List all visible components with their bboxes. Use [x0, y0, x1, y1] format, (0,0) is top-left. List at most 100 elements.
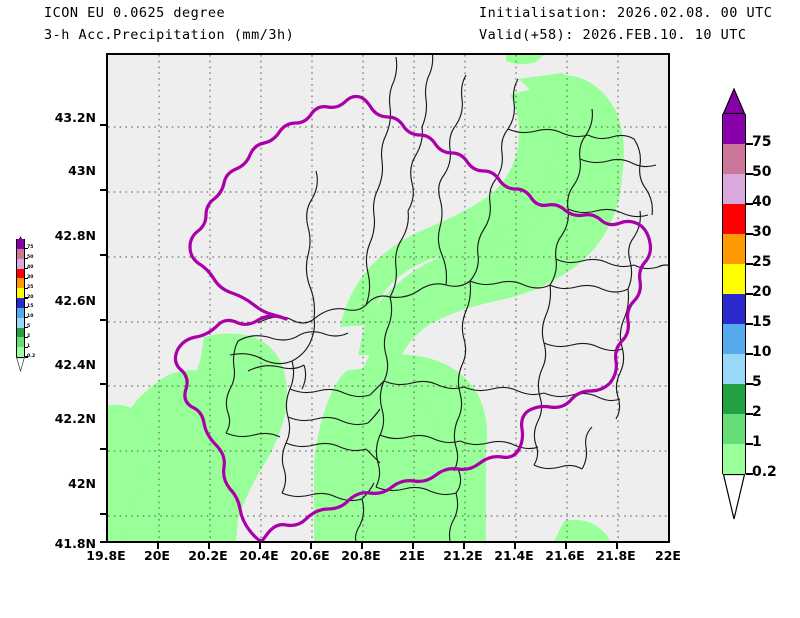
colorbar-tick: [746, 202, 753, 206]
gridlines: [108, 55, 668, 541]
colorbar-band-75: [16, 239, 25, 250]
colorbar-label-20: 20: [27, 294, 34, 300]
colorbar-tick: [746, 262, 753, 266]
colorbar-band-25: [16, 278, 25, 289]
colorbar-tick: [25, 346, 28, 348]
colorbar-band-15: [16, 298, 25, 309]
y-axis-label-42n: 42N: [68, 476, 96, 491]
colorbar-label-2: 2: [752, 404, 762, 420]
colorbar-label-75: 75: [752, 134, 772, 150]
colorbar-label-5: 5: [752, 374, 762, 390]
y-tick: [100, 189, 106, 191]
colorbar-band-1: [16, 337, 25, 348]
colorbar-tick: [25, 248, 28, 250]
colorbar-label-15: 15: [27, 304, 34, 310]
colorbar-under-arrow: [722, 473, 746, 520]
x-axis-label-20-8e: 20.8E: [341, 548, 381, 563]
colorbar-tick: [746, 232, 753, 236]
x-tick: [616, 543, 618, 549]
colorbar-band-10: [16, 307, 25, 319]
x-axis-label-19-8e: 19.8E: [86, 548, 126, 563]
colorbar-label-1: 1: [752, 434, 762, 450]
x-tick: [361, 543, 363, 549]
colorbar-label-30: 30: [752, 224, 772, 240]
y-axis-label-41-8n: 41.8N: [54, 536, 96, 551]
x-tick: [208, 543, 210, 549]
colorbar-tick: [746, 472, 753, 476]
colorbar-band-20: [722, 264, 746, 295]
colorbar-label-40: 40: [27, 265, 34, 270]
colorbar-tick: [25, 277, 28, 279]
colorbar-tick: [746, 172, 753, 176]
colorbar-tick: [25, 356, 28, 358]
colorbar-over-arrow: [15, 230, 26, 246]
colorbar-band-5: [722, 354, 746, 385]
colorbar-band-2: [16, 327, 25, 338]
colorbar-main[interactable]: 75 50 40 30 25 20 15 10 5 2 1 0.2: [722, 87, 777, 520]
colorbar-tick: [25, 317, 28, 319]
y-tick: [100, 541, 106, 543]
colorbar-band-30: [16, 268, 25, 279]
x-tick: [157, 543, 159, 549]
colorbar-band-25: [722, 234, 746, 265]
x-tick: [310, 543, 312, 549]
x-axis-label-21-4e: 21.4E: [494, 548, 534, 563]
x-axis-label-20-2e: 20.2E: [188, 548, 228, 563]
country-border-kosovo: [173, 94, 653, 541]
y-tick: [100, 448, 106, 450]
colorbar-tick: [746, 322, 753, 326]
colorbar-label-40: 40: [752, 194, 772, 210]
x-tick: [463, 543, 465, 549]
x-tick: [514, 543, 516, 549]
colorbar-tick: [25, 258, 28, 260]
y-tick: [100, 124, 106, 126]
x-axis-label-22e: 22E: [655, 548, 681, 563]
colorbar-band-0.2: [16, 347, 25, 358]
map-canvas: [108, 55, 668, 541]
colorbar-tick: [25, 287, 28, 289]
y-axis-label-43-2n: 43.2N: [54, 110, 96, 125]
colorbar-label-5: 5: [27, 324, 31, 329]
x-axis-label-20e: 20E: [144, 548, 170, 563]
colorbar-band-30: [722, 204, 746, 235]
valid-time: Valid(+58): 2026.FEB.10. 10 UTC: [479, 27, 747, 43]
colorbar-tick: [746, 352, 753, 356]
colorbar-band-1: [722, 414, 746, 445]
colorbar-over-arrow: [722, 87, 746, 115]
colorbar-under-arrow: [16, 356, 25, 372]
colorbar-tick: [746, 382, 753, 386]
y-tick: [100, 383, 106, 385]
x-tick: [412, 543, 414, 549]
x-tick: [259, 543, 261, 549]
y-axis-label-43n: 43N: [68, 163, 96, 178]
colorbar-label-15: 15: [752, 314, 772, 330]
map-plot-area[interactable]: [106, 53, 670, 543]
field-title: 3-h Acc.Precipitation (mm/3h): [44, 27, 295, 43]
colorbar-band-10: [722, 324, 746, 355]
x-axis-label-21e: 21E: [399, 548, 425, 563]
colorbar-label-1: 1: [27, 343, 31, 349]
x-tick: [565, 543, 567, 549]
colorbar-label-50: 50: [752, 164, 772, 180]
colorbar-band-40: [722, 174, 746, 205]
colorbar-label-0.2: 0.2: [27, 353, 36, 359]
y-tick: [100, 513, 106, 515]
y-tick: [100, 254, 106, 256]
y-axis-label-42-8n: 42.8N: [54, 228, 96, 243]
colorbar-label-20: 20: [752, 284, 772, 300]
x-axis-label-21-6e: 21.6E: [545, 548, 585, 563]
colorbar-tick: [746, 442, 753, 446]
colorbar-band-40: [16, 258, 25, 269]
colorbar-tick: [25, 267, 28, 270]
x-axis-label-20-6e: 20.6E: [290, 548, 330, 563]
colorbar-band-75: [722, 114, 746, 145]
colorbar-mini[interactable]: 75 50 40 30 25 20 15 10 5 2 1 0.2: [15, 230, 35, 372]
colorbar-label-25: 25: [752, 254, 772, 270]
colorbar-label-30: 30: [27, 274, 34, 280]
colorbar-band-2: [722, 384, 746, 415]
colorbar-tick: [746, 142, 753, 146]
colorbar-label-10: 10: [752, 344, 772, 360]
colorbar-label-2: 2: [27, 333, 31, 339]
x-axis-label-20-4e: 20.4E: [239, 548, 279, 563]
model-title: ICON EU 0.0625 degree: [44, 5, 226, 21]
